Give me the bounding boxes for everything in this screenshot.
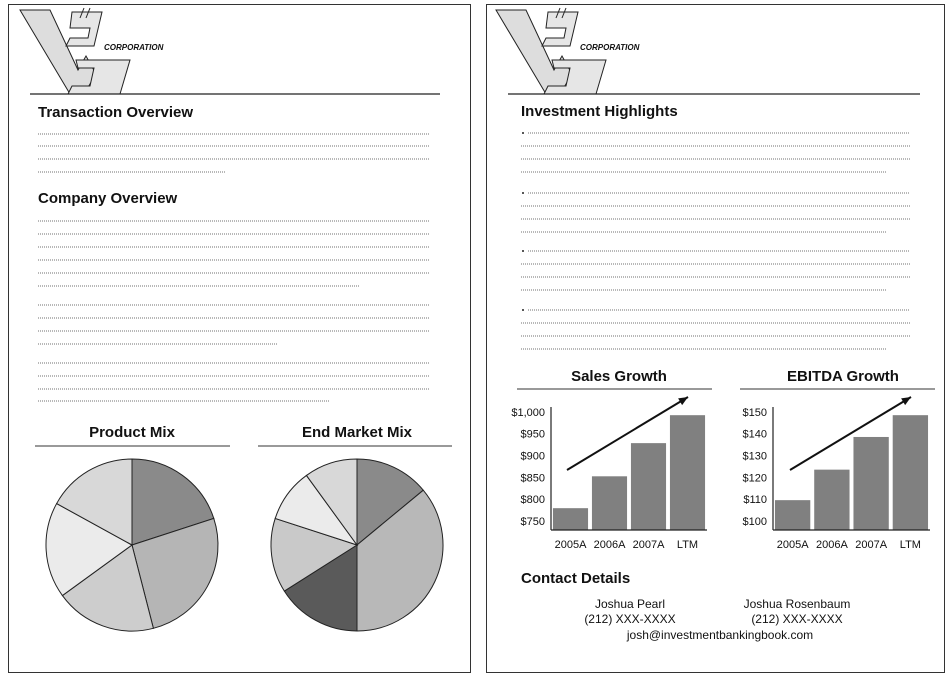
- logo-text: CORPORATION: [580, 43, 640, 52]
- chart-title: Sales Growth: [571, 368, 667, 385]
- contact-text: josh@investmentbankingbook.com: [626, 628, 813, 642]
- trend-arrow: [566, 396, 689, 471]
- logo-stripe: [561, 7, 567, 19]
- y-tick-label: $750: [521, 516, 545, 528]
- pie-slice: [131, 517, 219, 629]
- pie-slice: [283, 544, 358, 632]
- pie-slice: [131, 458, 215, 546]
- contact-text: (212) XXX-XXXX: [584, 612, 675, 626]
- pie-slice: [356, 489, 444, 632]
- contact-text: (212) XXX-XXXX: [751, 612, 842, 626]
- logo-stripe: [79, 7, 85, 19]
- logo-co: [543, 59, 607, 95]
- pie-slice: [45, 502, 133, 597]
- x-tick-label: 2006A: [816, 539, 848, 551]
- y-tick-label: $130: [743, 450, 767, 462]
- y-tick-label: $1,000: [511, 407, 545, 419]
- logo-stripe: [85, 7, 91, 19]
- logo-text: CORPORATION: [104, 43, 164, 52]
- x-tick-label: 2005A: [555, 539, 587, 551]
- right-page: [486, 4, 945, 673]
- x-tick-label: 2007A: [633, 539, 665, 551]
- y-tick-label: $140: [743, 429, 767, 441]
- bar: [591, 476, 628, 530]
- bar: [630, 443, 667, 530]
- chart-title: EBITDA Growth: [787, 368, 899, 385]
- x-tick-label: 2007A: [855, 539, 887, 551]
- x-tick-label: 2006A: [594, 539, 626, 551]
- pie-slice: [305, 458, 358, 547]
- logo-s: [541, 11, 579, 47]
- bar: [774, 500, 811, 530]
- logo-co: [67, 59, 131, 95]
- logo: CORPORATION: [495, 7, 640, 95]
- section-title: Investment Highlights: [521, 103, 678, 120]
- y-tick-label: $950: [521, 429, 545, 441]
- section-title: Company Overview: [38, 190, 178, 207]
- chart-title: Product Mix: [89, 424, 175, 441]
- y-tick-label: $120: [743, 472, 767, 484]
- bar: [552, 508, 589, 530]
- logo: CORPORATION: [19, 7, 164, 95]
- chart-title: End Market Mix: [302, 424, 413, 441]
- logo-stripe: [555, 7, 561, 19]
- bullet: [522, 132, 524, 134]
- y-tick-label: $150: [743, 407, 767, 419]
- pie-slice: [55, 458, 133, 546]
- bar: [669, 415, 706, 530]
- pie-slice: [270, 517, 359, 592]
- x-tick-label: LTM: [900, 539, 921, 551]
- y-tick-label: $110: [743, 494, 767, 506]
- pie-slice: [61, 544, 154, 632]
- trend-arrow: [789, 396, 912, 471]
- x-tick-label: 2005A: [777, 539, 809, 551]
- section-title: Transaction Overview: [38, 104, 193, 121]
- bar: [892, 415, 929, 530]
- bullet: [522, 250, 524, 252]
- bar: [814, 469, 850, 530]
- bullet: [522, 192, 524, 194]
- bar: [853, 436, 889, 530]
- arrow-head: [678, 397, 688, 406]
- y-tick-label: $900: [521, 451, 545, 463]
- y-tick-label: $800: [521, 494, 545, 506]
- pie-slice: [356, 458, 424, 547]
- bullet: [522, 309, 524, 311]
- contact-text: Joshua Rosenbaum: [744, 597, 851, 611]
- x-tick-label: LTM: [677, 539, 698, 551]
- contact-text: Joshua Pearl: [595, 597, 665, 611]
- y-tick-label: $100: [743, 516, 767, 528]
- logo-s: [65, 11, 103, 47]
- arrow-head: [901, 397, 911, 406]
- y-tick-label: $850: [521, 472, 545, 484]
- section-title: Contact Details: [521, 570, 630, 587]
